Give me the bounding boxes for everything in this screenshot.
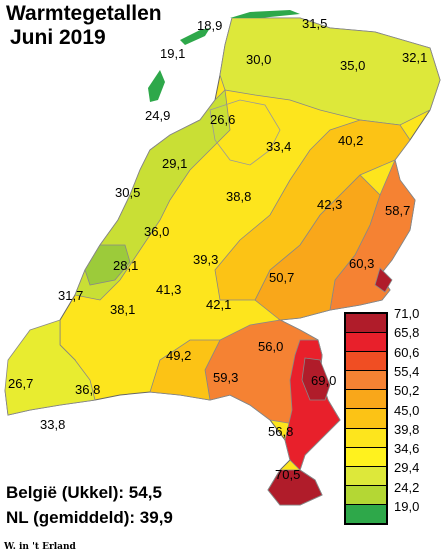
ijsselmeer (209, 99, 281, 166)
station-value: 42,3 (317, 197, 342, 212)
zone-south-mid (149, 339, 221, 401)
station-value: 35,0 (340, 58, 365, 73)
title-line2: Juni 2019 (10, 26, 106, 49)
station-value: 50,7 (269, 270, 294, 285)
station-value: 26,7 (8, 376, 33, 391)
legend-label: 71,0 (394, 306, 420, 321)
station-value: 24,9 (145, 108, 170, 123)
station-value: 33,4 (266, 139, 291, 154)
station-value: 33,8 (40, 417, 65, 432)
legend-swatch (346, 371, 386, 391)
station-value: 30,5 (115, 185, 140, 200)
station-value: 31,5 (302, 16, 327, 31)
stat-belgie: België (Ukkel): 54,5 (6, 483, 162, 502)
station-labels: 18,9 31,5 19,1 30,0 35,0 32,1 24,9 26,6 33,4 40,2… (8, 16, 427, 482)
legend-swatch (346, 466, 386, 486)
station-value: 26,6 (210, 112, 235, 127)
station-value: 18,9 (197, 18, 222, 33)
zone-limburg-dark (301, 357, 331, 401)
map-title: Warmtegetallen Juni 2019 (6, 2, 162, 50)
station-value: 39,3 (193, 252, 218, 267)
legend-swatch (346, 504, 386, 524)
station-value: 28,1 (113, 258, 138, 273)
legend-swatch (346, 447, 386, 467)
station-value: 69,0 (311, 373, 336, 388)
stat-nl: NL (gemiddeld): 39,9 (6, 508, 173, 527)
station-value: 58,7 (385, 203, 410, 218)
zone-limburg-red (284, 339, 341, 471)
legend-label: 65,8 (394, 325, 420, 341)
legend-label: 29,4 (394, 460, 420, 476)
station-value: 40,2 (338, 133, 363, 148)
legend-swatch (346, 333, 386, 353)
zone-south-tip (267, 469, 323, 506)
station-value: 59,3 (213, 370, 238, 385)
station-value: 42,1 (206, 297, 231, 312)
station-value: 19,1 (160, 46, 185, 61)
island-texel (148, 70, 165, 102)
station-value: 38,8 (226, 189, 251, 204)
island-terschelling (230, 10, 300, 18)
legend-label: 39,8 (394, 421, 420, 437)
island-vlieland (180, 28, 210, 45)
station-value: 60,3 (349, 256, 374, 271)
legend-swatch (346, 409, 386, 429)
legend-swatch (346, 485, 386, 505)
station-value: 41,3 (156, 282, 181, 297)
title-line1: Warmtegetallen (6, 2, 162, 25)
legend-label: 45,0 (394, 402, 420, 418)
zone-coast-green (84, 244, 131, 286)
legend-label: 50,2 (394, 383, 420, 399)
zone-centre-gold (214, 119, 411, 301)
station-value: 30,0 (246, 52, 271, 67)
legend-swatch (346, 390, 386, 410)
station-value: 32,1 (402, 50, 427, 65)
legend-swatch (346, 428, 386, 448)
station-value: 56,0 (258, 339, 283, 354)
legend-swatches (344, 312, 388, 526)
legend: 71,0 65,8 60,6 55,4 50,2 45,0 39,8 34,6 29,4 24,2… (344, 306, 434, 532)
legend-label: 60,6 (394, 344, 420, 360)
station-value: 38,1 (110, 302, 135, 317)
legend-label: 55,4 (394, 363, 420, 379)
credit-text: W. in 't Erland (4, 542, 76, 552)
station-value: 29,1 (162, 156, 187, 171)
station-value: 31,7 (58, 288, 83, 303)
station-value: 70,5 (275, 467, 300, 482)
legend-label: 19,0 (394, 499, 420, 514)
station-value: 56,8 (268, 424, 293, 439)
station-value: 36,0 (144, 224, 169, 239)
station-value: 36,8 (75, 382, 100, 397)
summary-stats: België (Ukkel): 54,5 NL (gemiddeld): 39,… (6, 480, 173, 530)
legend-swatch (346, 352, 386, 372)
zone-east-red-patch (374, 267, 393, 293)
legend-swatch (346, 314, 386, 334)
zone-southwest (4, 319, 96, 416)
legend-label: 34,6 (394, 441, 420, 457)
legend-label: 24,2 (394, 479, 420, 495)
station-value: 49,2 (166, 348, 191, 363)
